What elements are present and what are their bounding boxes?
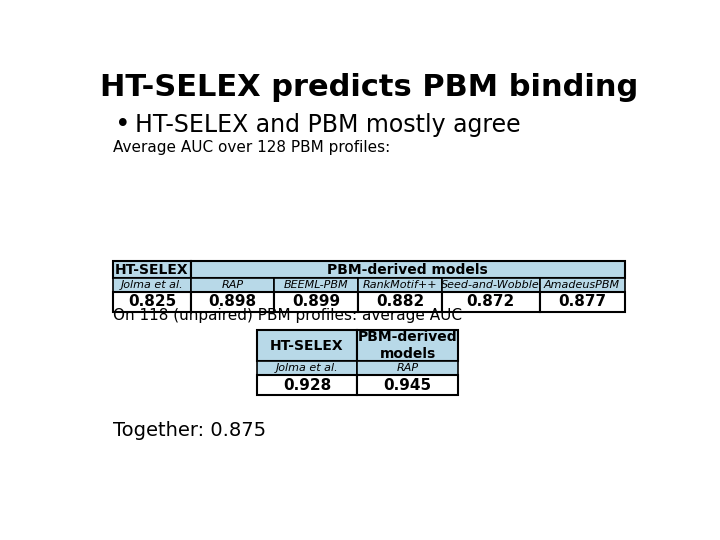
Text: 0.945: 0.945 <box>384 377 432 393</box>
Text: 0.872: 0.872 <box>467 294 515 309</box>
Text: RAP: RAP <box>397 363 419 373</box>
Text: HT-SELEX: HT-SELEX <box>270 339 344 353</box>
Bar <box>113 261 191 278</box>
Bar <box>274 292 358 312</box>
Bar <box>539 292 625 312</box>
Text: Average AUC over 128 PBM profiles:: Average AUC over 128 PBM profiles: <box>113 140 390 156</box>
Text: HT-SELEX and PBM mostly agree: HT-SELEX and PBM mostly agree <box>135 113 521 137</box>
Text: 0.877: 0.877 <box>558 294 606 309</box>
Text: HT-SELEX predicts PBM binding: HT-SELEX predicts PBM binding <box>100 73 638 103</box>
Bar <box>191 261 625 278</box>
Bar <box>442 278 539 292</box>
Bar <box>357 375 458 395</box>
Bar <box>256 361 357 375</box>
Bar <box>274 278 358 292</box>
Bar <box>191 278 274 292</box>
Text: 0.882: 0.882 <box>376 294 424 309</box>
Bar <box>358 278 442 292</box>
Bar <box>539 278 625 292</box>
Bar <box>113 278 191 292</box>
Text: 0.898: 0.898 <box>209 294 256 309</box>
Bar <box>357 330 458 361</box>
Text: BEEML-PBM: BEEML-PBM <box>284 280 348 290</box>
Text: 0.899: 0.899 <box>292 294 341 309</box>
Bar <box>256 375 357 395</box>
Bar <box>113 292 191 312</box>
Text: RAP: RAP <box>222 280 243 290</box>
Text: HT-SELEX: HT-SELEX <box>115 262 189 276</box>
Text: Together: 0.875: Together: 0.875 <box>113 421 266 440</box>
Bar <box>442 292 539 312</box>
Text: AmadeusPBM: AmadeusPBM <box>544 280 620 290</box>
Text: Jolma et al.: Jolma et al. <box>121 280 184 290</box>
Text: 0.928: 0.928 <box>283 377 331 393</box>
Text: •: • <box>114 112 130 138</box>
Text: PBM-derived
models: PBM-derived models <box>358 330 458 361</box>
Text: RankMotif++: RankMotif++ <box>363 280 437 290</box>
Text: PBM-derived models: PBM-derived models <box>328 262 488 276</box>
Bar <box>256 330 357 361</box>
Text: 0.825: 0.825 <box>128 294 176 309</box>
Text: Jolma et al.: Jolma et al. <box>276 363 338 373</box>
Bar <box>358 292 442 312</box>
Bar <box>357 361 458 375</box>
Text: Seed-and-Wobble: Seed-and-Wobble <box>441 280 540 290</box>
Bar <box>191 292 274 312</box>
Text: On 118 (unpaired) PBM profiles: average AUC: On 118 (unpaired) PBM profiles: average … <box>113 308 462 322</box>
